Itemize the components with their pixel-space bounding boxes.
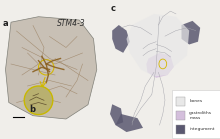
Polygon shape [112, 25, 130, 53]
Text: bones: bones [189, 100, 202, 103]
FancyBboxPatch shape [172, 90, 220, 138]
FancyBboxPatch shape [176, 111, 185, 120]
Text: c: c [111, 4, 116, 13]
Text: b: b [30, 105, 36, 114]
Polygon shape [6, 17, 97, 119]
Circle shape [24, 86, 53, 115]
Polygon shape [146, 53, 174, 78]
Polygon shape [110, 104, 123, 125]
Polygon shape [182, 21, 200, 44]
Polygon shape [116, 114, 143, 132]
Text: STM4-3: STM4-3 [57, 19, 86, 28]
Text: gastroliths
mass: gastroliths mass [189, 111, 212, 120]
Text: integument: integument [189, 127, 215, 131]
FancyBboxPatch shape [176, 97, 185, 106]
Polygon shape [126, 14, 189, 76]
FancyBboxPatch shape [176, 125, 185, 134]
Text: a: a [2, 19, 8, 28]
